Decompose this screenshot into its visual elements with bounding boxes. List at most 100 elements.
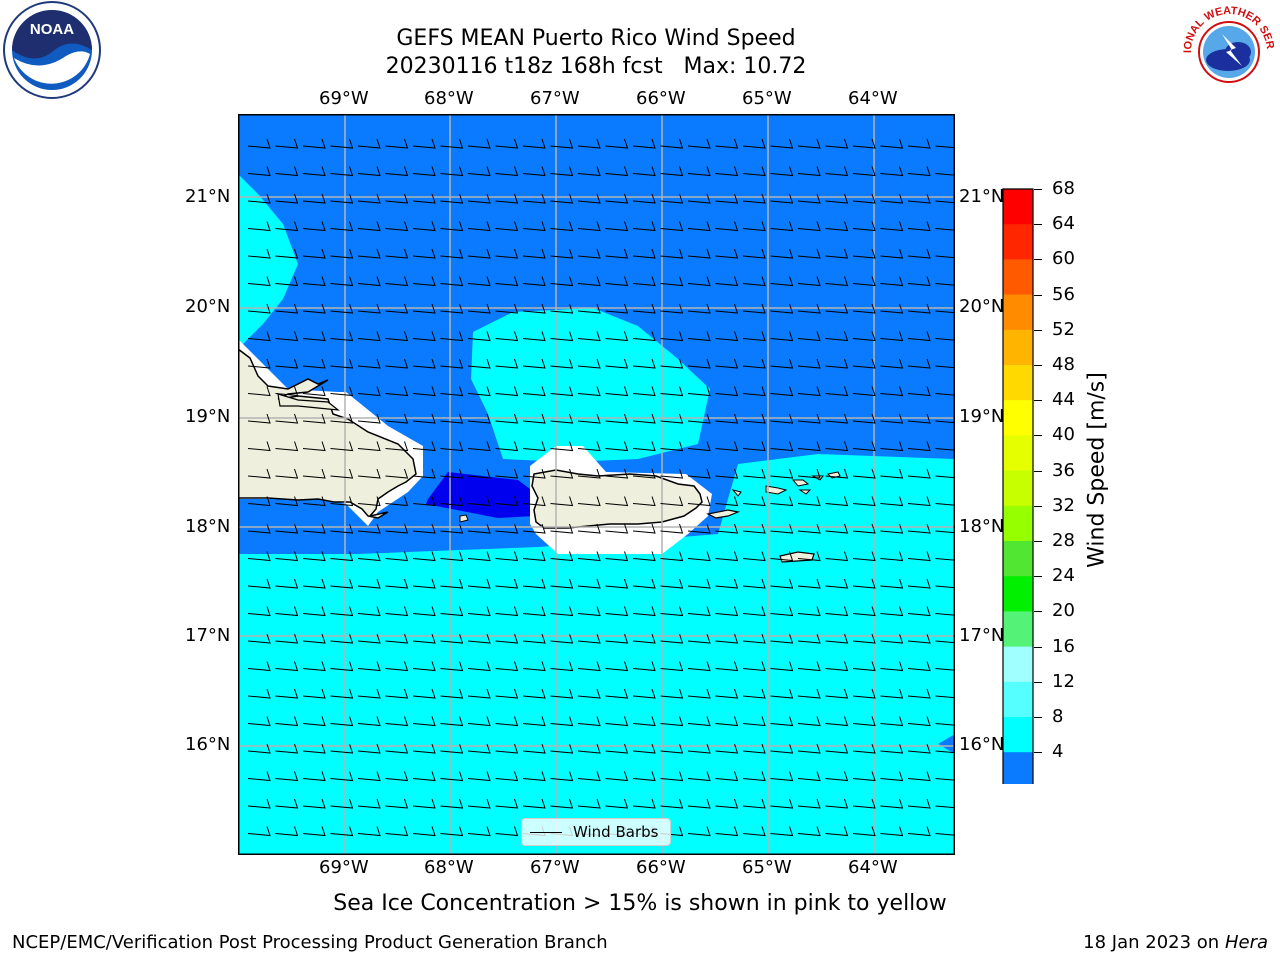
wind-barb — [797, 633, 821, 644]
wind-barb — [770, 578, 794, 589]
colorbar-segment — [1003, 294, 1033, 331]
wind-barb — [247, 633, 271, 644]
wind-barb — [825, 798, 849, 809]
wind-barb — [385, 386, 409, 397]
wind-barb — [797, 193, 821, 204]
wind-barb — [880, 413, 904, 424]
wind-barb — [742, 523, 766, 534]
wind-barb — [660, 303, 684, 314]
wind-barb — [770, 771, 794, 782]
wind-barb — [467, 138, 491, 149]
wind-barb — [825, 551, 849, 562]
wind-barb — [742, 358, 766, 369]
wind-barb — [825, 578, 849, 589]
wind-barb — [577, 578, 601, 589]
wind-barb — [302, 413, 326, 424]
wind-barb — [302, 688, 326, 699]
wind-barb — [275, 303, 299, 314]
colorbar-tick-mark — [1034, 541, 1042, 542]
wind-barb — [302, 221, 326, 232]
wind-barb — [715, 551, 739, 562]
wind-barb — [715, 441, 739, 452]
wind-barb — [660, 413, 684, 424]
wind-barb — [660, 386, 684, 397]
wind-barb — [605, 331, 629, 342]
wind-barb — [770, 386, 794, 397]
colorbar-segment — [1003, 400, 1033, 436]
wind-barb — [742, 716, 766, 727]
wind-barb — [907, 413, 931, 424]
wind-barb — [385, 221, 409, 232]
wind-barb — [797, 661, 821, 672]
wind-barb — [797, 771, 821, 782]
wind-barb — [412, 221, 436, 232]
wind-barb — [935, 503, 954, 506]
wind-barb — [742, 331, 766, 342]
wind-barb — [687, 331, 711, 342]
wind-barb — [770, 523, 794, 534]
wind-barb — [907, 826, 931, 837]
wind-barb — [852, 413, 876, 424]
wind-barb — [247, 138, 271, 149]
legend-label: Wind Barbs — [573, 823, 659, 841]
wind-barb — [495, 276, 519, 287]
land-mona — [459, 514, 469, 523]
wind-barb — [907, 551, 931, 562]
wind-barb — [275, 468, 299, 479]
wind-barb — [605, 523, 629, 534]
wind-barb — [825, 716, 849, 727]
wind-barb — [907, 606, 931, 617]
wind-barb — [852, 441, 876, 452]
wind-barb — [852, 606, 876, 617]
wind-barb — [357, 386, 381, 397]
wind-barb — [907, 441, 931, 452]
wind-barb — [770, 303, 794, 314]
wind-barb — [550, 441, 574, 452]
wind-barb — [440, 826, 464, 837]
wind-barb — [935, 228, 954, 231]
wind-barb — [935, 173, 954, 176]
wind-barb — [357, 358, 381, 369]
wind-barb — [715, 661, 739, 672]
wind-barb — [385, 743, 409, 754]
wind-barb — [440, 771, 464, 782]
wind-barb — [275, 496, 299, 507]
wind-barb — [330, 166, 354, 177]
wind-barb — [880, 386, 904, 397]
wind-barb — [880, 826, 904, 837]
wind-barb — [357, 496, 381, 507]
wind-barb — [522, 523, 546, 534]
wind-barb — [577, 798, 601, 809]
wind-barb — [302, 606, 326, 617]
wind-barb — [522, 166, 546, 177]
wind-barb — [385, 138, 409, 149]
wind-barb — [687, 523, 711, 534]
wind-barb — [247, 771, 271, 782]
wind-barb — [687, 798, 711, 809]
lon-tick-top: 68°W — [424, 88, 474, 109]
wind-barb — [495, 578, 519, 589]
wind-barb — [275, 688, 299, 699]
wind-barb — [687, 138, 711, 149]
lat-tick-right: 17°N — [959, 625, 1005, 646]
wind-barb — [385, 413, 409, 424]
wind-barb — [550, 358, 574, 369]
lat-tick-left: 21°N — [185, 186, 231, 207]
wind-barb — [687, 193, 711, 204]
wind-barb — [302, 826, 326, 837]
wind-barb — [467, 331, 491, 342]
wind-barb — [550, 248, 574, 259]
wind-barb — [330, 606, 354, 617]
wind-barb — [357, 468, 381, 479]
wind-barb — [385, 688, 409, 699]
wind-barb — [605, 716, 629, 727]
colorbar-tick-label: 28 — [1052, 530, 1075, 551]
wind-barb — [907, 716, 931, 727]
wind-barb — [522, 743, 546, 754]
wind-barb — [412, 413, 436, 424]
wind-barb — [880, 441, 904, 452]
wind-barb — [467, 661, 491, 672]
wind-barb — [412, 276, 436, 287]
wind-barb — [687, 358, 711, 369]
lat-tick-right: 16°N — [959, 734, 1005, 755]
